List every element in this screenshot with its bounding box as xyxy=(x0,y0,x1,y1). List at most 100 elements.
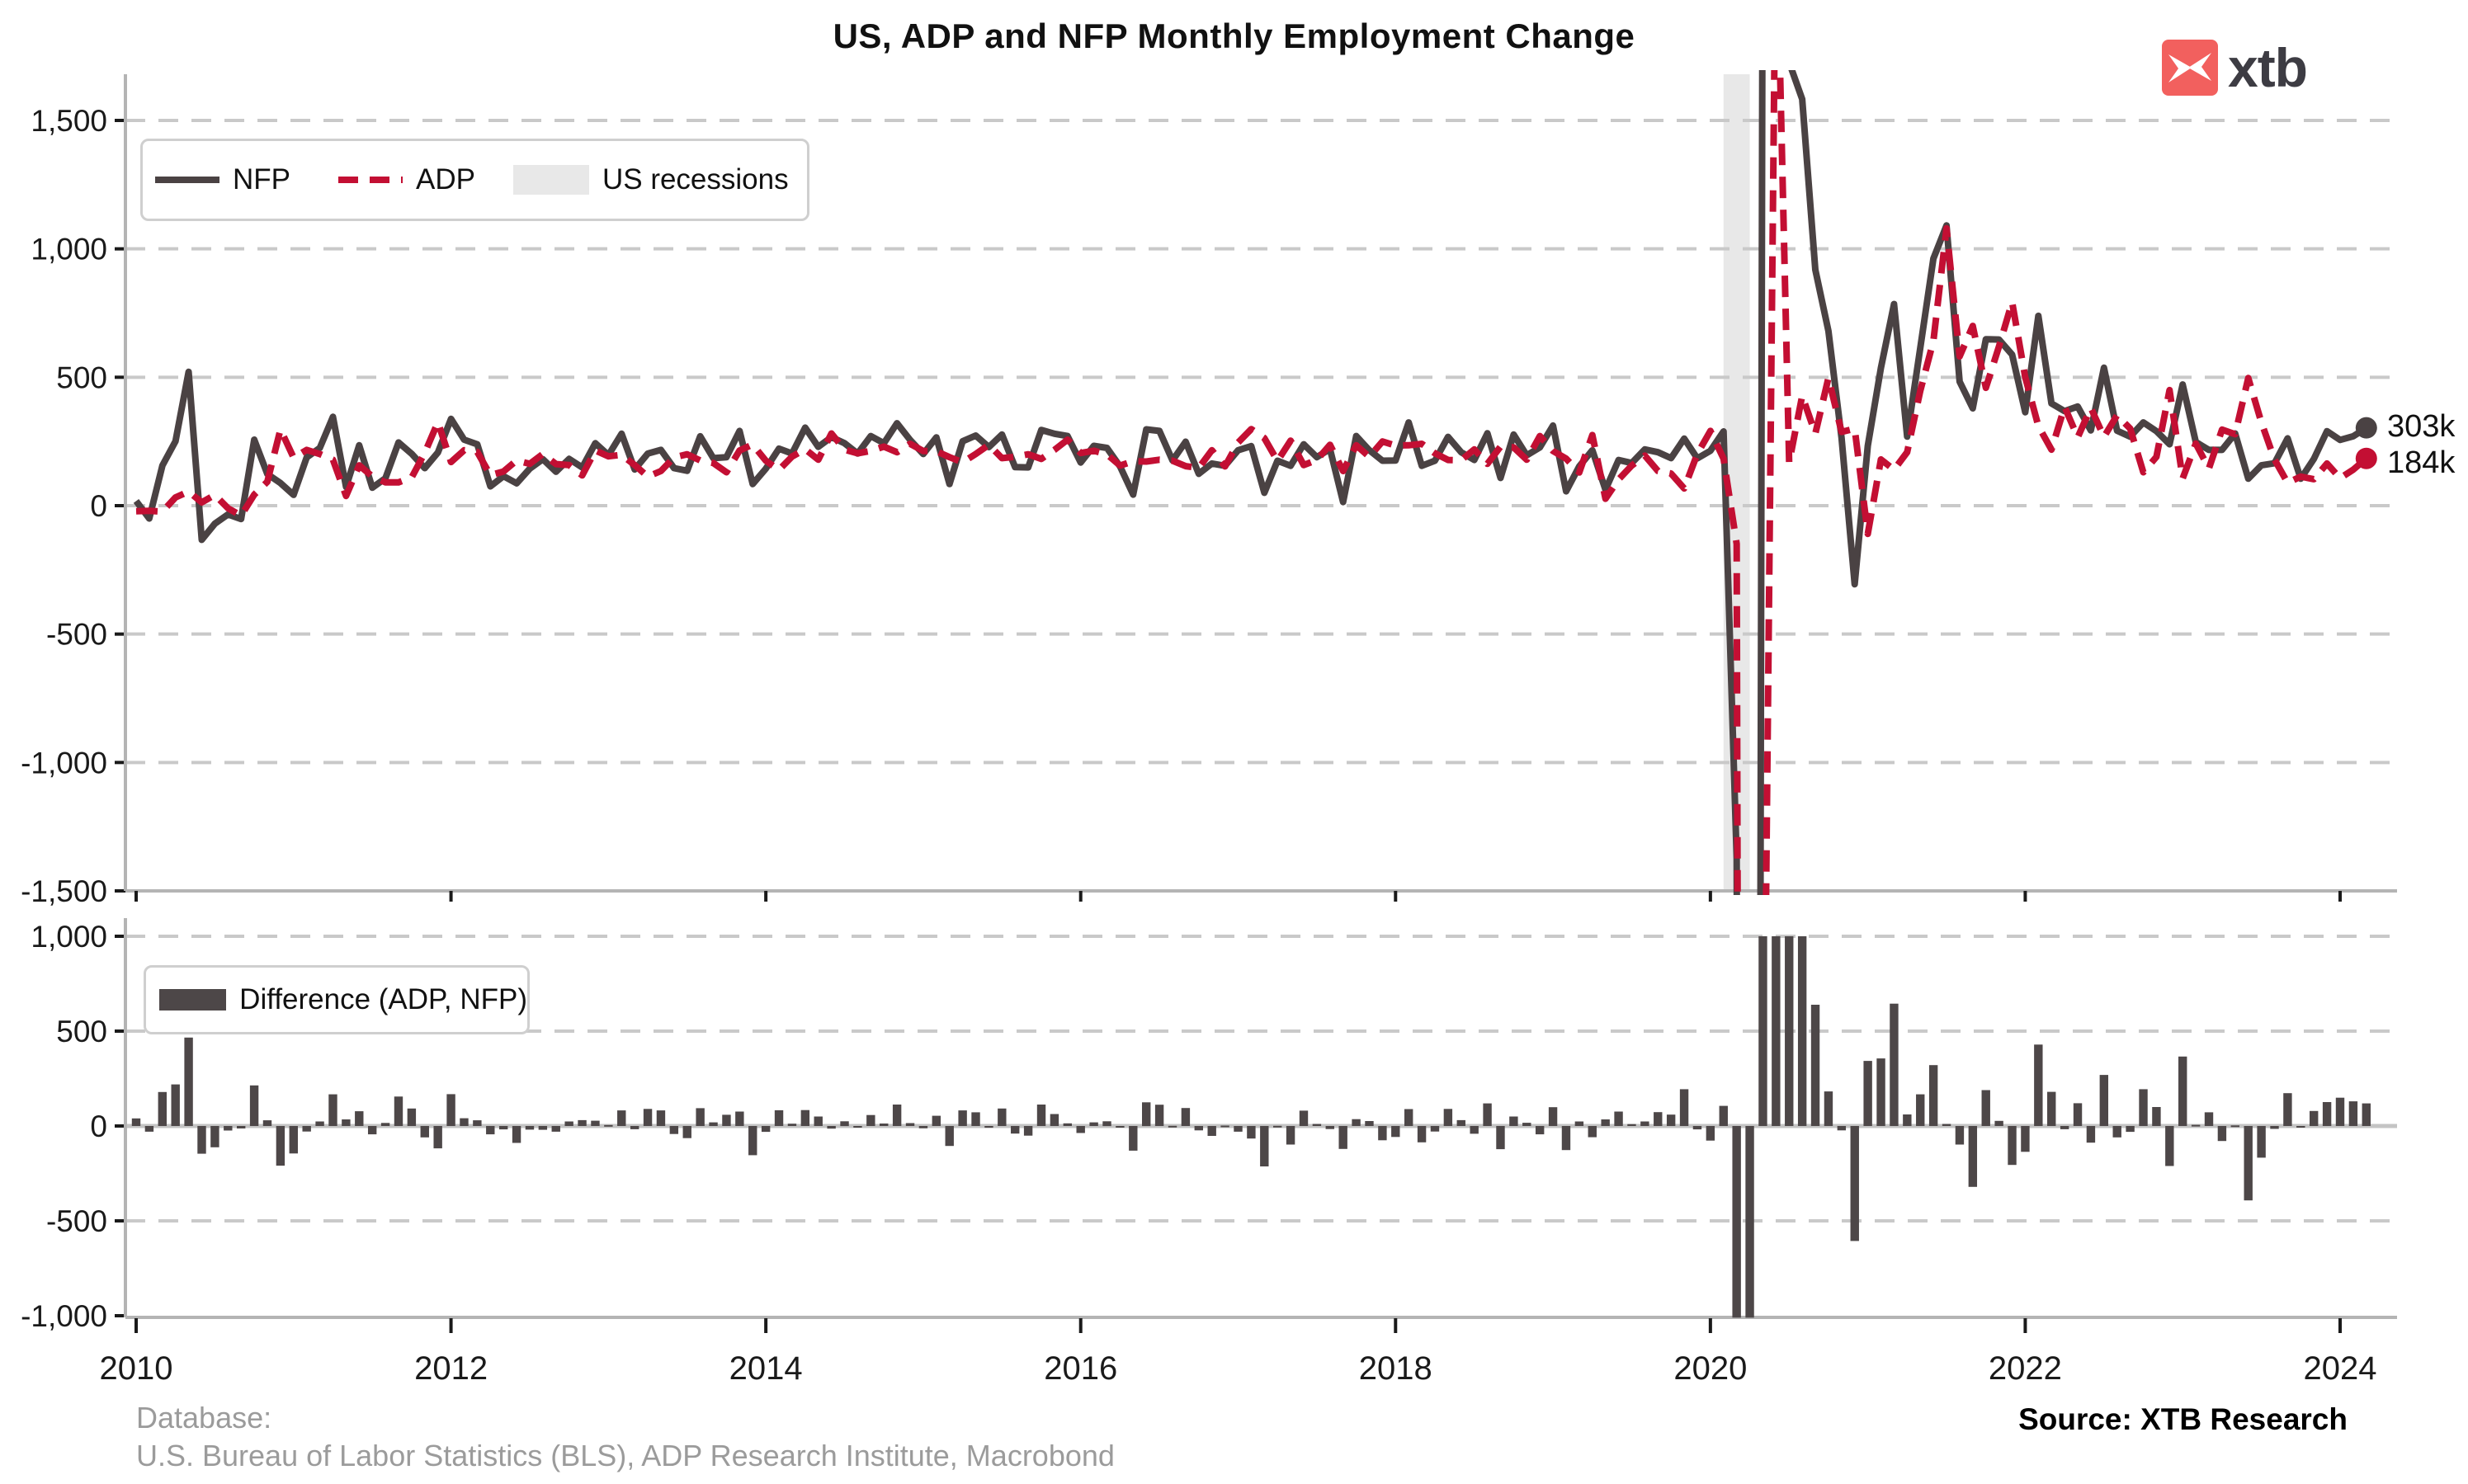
x-tick-label: 2018 xyxy=(1359,1350,1432,1387)
difference-bar xyxy=(958,1110,967,1126)
difference-bar xyxy=(538,1126,548,1130)
difference-bar xyxy=(1837,1126,1847,1131)
xtb-bird-icon xyxy=(2168,53,2211,82)
difference-bar xyxy=(1234,1126,1243,1132)
difference-bar xyxy=(880,1124,889,1126)
difference-bar xyxy=(2112,1126,2121,1138)
difference-bar xyxy=(1561,1126,1571,1151)
difference-bar xyxy=(1076,1126,1085,1133)
end-dot-adp xyxy=(2355,447,2377,469)
difference-bar xyxy=(1496,1126,1505,1150)
difference-bar xyxy=(1089,1122,1098,1126)
difference-bar xyxy=(276,1126,285,1166)
difference-bar xyxy=(1509,1116,1518,1126)
difference-bar xyxy=(2099,1075,2109,1126)
difference-bar xyxy=(2217,1126,2227,1142)
difference-bar xyxy=(998,1108,1007,1126)
difference-bar xyxy=(289,1126,298,1154)
difference-bar xyxy=(1772,936,1781,1126)
difference-bar xyxy=(814,1116,823,1126)
difference-bar xyxy=(2034,1044,2043,1126)
difference-bar xyxy=(2126,1126,2135,1133)
difference-bar xyxy=(1758,936,1767,1126)
nfp-line-swatch-icon xyxy=(155,177,219,183)
difference-bar xyxy=(1194,1126,1204,1131)
legend-item-recessions: US recessions xyxy=(512,163,789,196)
bottom-y-tick-label: 1,000 xyxy=(31,920,107,954)
difference-bar xyxy=(800,1109,810,1126)
difference-bar xyxy=(262,1120,272,1126)
difference-bar xyxy=(407,1108,417,1126)
difference-bar xyxy=(2060,1126,2069,1129)
legend-item-nfp: NFP xyxy=(155,163,290,196)
difference-bar xyxy=(2296,1126,2305,1128)
database-sources: U.S. Bureau of Labor Statistics (BLS), A… xyxy=(136,1439,1115,1472)
xtb-logo-icon xyxy=(2162,40,2218,96)
difference-bar xyxy=(1588,1126,1597,1138)
adp-last-value-label: 184k xyxy=(2387,445,2456,480)
difference-bar xyxy=(1142,1102,1151,1127)
difference-bar xyxy=(2152,1107,2161,1126)
top-y-tick-label: -1,000 xyxy=(21,746,107,780)
bottom-y-tick-label: 0 xyxy=(90,1109,107,1143)
x-tick-label: 2016 xyxy=(1044,1350,1117,1387)
legend-label-difference: Difference (ADP, NFP) xyxy=(239,983,527,1015)
difference-bar xyxy=(787,1124,797,1126)
difference-bar xyxy=(932,1115,941,1126)
adp-dashed-line-swatch-icon xyxy=(338,177,403,183)
difference-bar xyxy=(827,1126,836,1129)
difference-bar xyxy=(236,1126,246,1128)
difference-bar xyxy=(1443,1109,1453,1126)
difference-bar xyxy=(656,1110,666,1126)
difference-bar xyxy=(342,1119,351,1126)
difference-bar xyxy=(315,1121,324,1126)
nfp-last-value-label: 303k xyxy=(2387,409,2456,444)
difference-bar xyxy=(2257,1126,2266,1158)
difference-bar xyxy=(1706,1126,1715,1141)
x-tick-label: 2010 xyxy=(100,1350,173,1387)
difference-bar xyxy=(2178,1056,2187,1126)
difference-bar xyxy=(551,1126,560,1132)
difference-bar xyxy=(1365,1121,1374,1126)
top-y-tick-label: 1,500 xyxy=(31,104,107,138)
difference-bar xyxy=(2335,1097,2345,1126)
difference-bar xyxy=(1312,1124,1322,1126)
difference-bar xyxy=(1732,1126,1741,1318)
bottom-y-tick-label: -500 xyxy=(46,1204,107,1238)
difference-bar xyxy=(2165,1126,2174,1166)
difference-bar xyxy=(355,1111,364,1126)
difference-bar xyxy=(1391,1126,1400,1138)
difference-bar xyxy=(1116,1126,1125,1128)
difference-bar xyxy=(2348,1101,2358,1126)
difference-bar xyxy=(2073,1103,2083,1126)
top-y-tick-label: 500 xyxy=(56,360,107,394)
difference-bar xyxy=(1955,1126,1965,1145)
difference-bar xyxy=(2270,1126,2279,1129)
difference-bar xyxy=(1942,1124,1951,1126)
difference-bar xyxy=(210,1126,219,1147)
difference-bar xyxy=(2244,1126,2253,1201)
difference-bar xyxy=(2191,1124,2201,1127)
difference-bar xyxy=(512,1126,521,1143)
difference-bar xyxy=(1810,1005,1820,1126)
difference-bar xyxy=(394,1096,403,1126)
difference-bar xyxy=(1916,1094,1925,1126)
x-tick-label: 2022 xyxy=(1989,1350,2062,1387)
difference-bar xyxy=(1574,1121,1584,1126)
difference-bar xyxy=(1627,1124,1636,1126)
xtb-logo-text: xtb xyxy=(2228,37,2308,98)
difference-bar xyxy=(1785,936,1794,1126)
difference-bar xyxy=(1928,1065,1938,1126)
source-note: Source: XTB Research xyxy=(2018,1402,2348,1436)
difference-bar xyxy=(761,1126,771,1133)
difference-bar xyxy=(380,1123,390,1126)
difference-bar xyxy=(1050,1114,1059,1126)
difference-bar xyxy=(197,1126,206,1154)
difference-bar xyxy=(184,1037,193,1126)
x-tick-label: 2024 xyxy=(2304,1350,2377,1387)
difference-bar xyxy=(1824,1091,1833,1126)
difference-bar xyxy=(1247,1126,1256,1139)
difference-bar xyxy=(1299,1110,1309,1126)
x-tick-label: 2012 xyxy=(414,1350,488,1387)
